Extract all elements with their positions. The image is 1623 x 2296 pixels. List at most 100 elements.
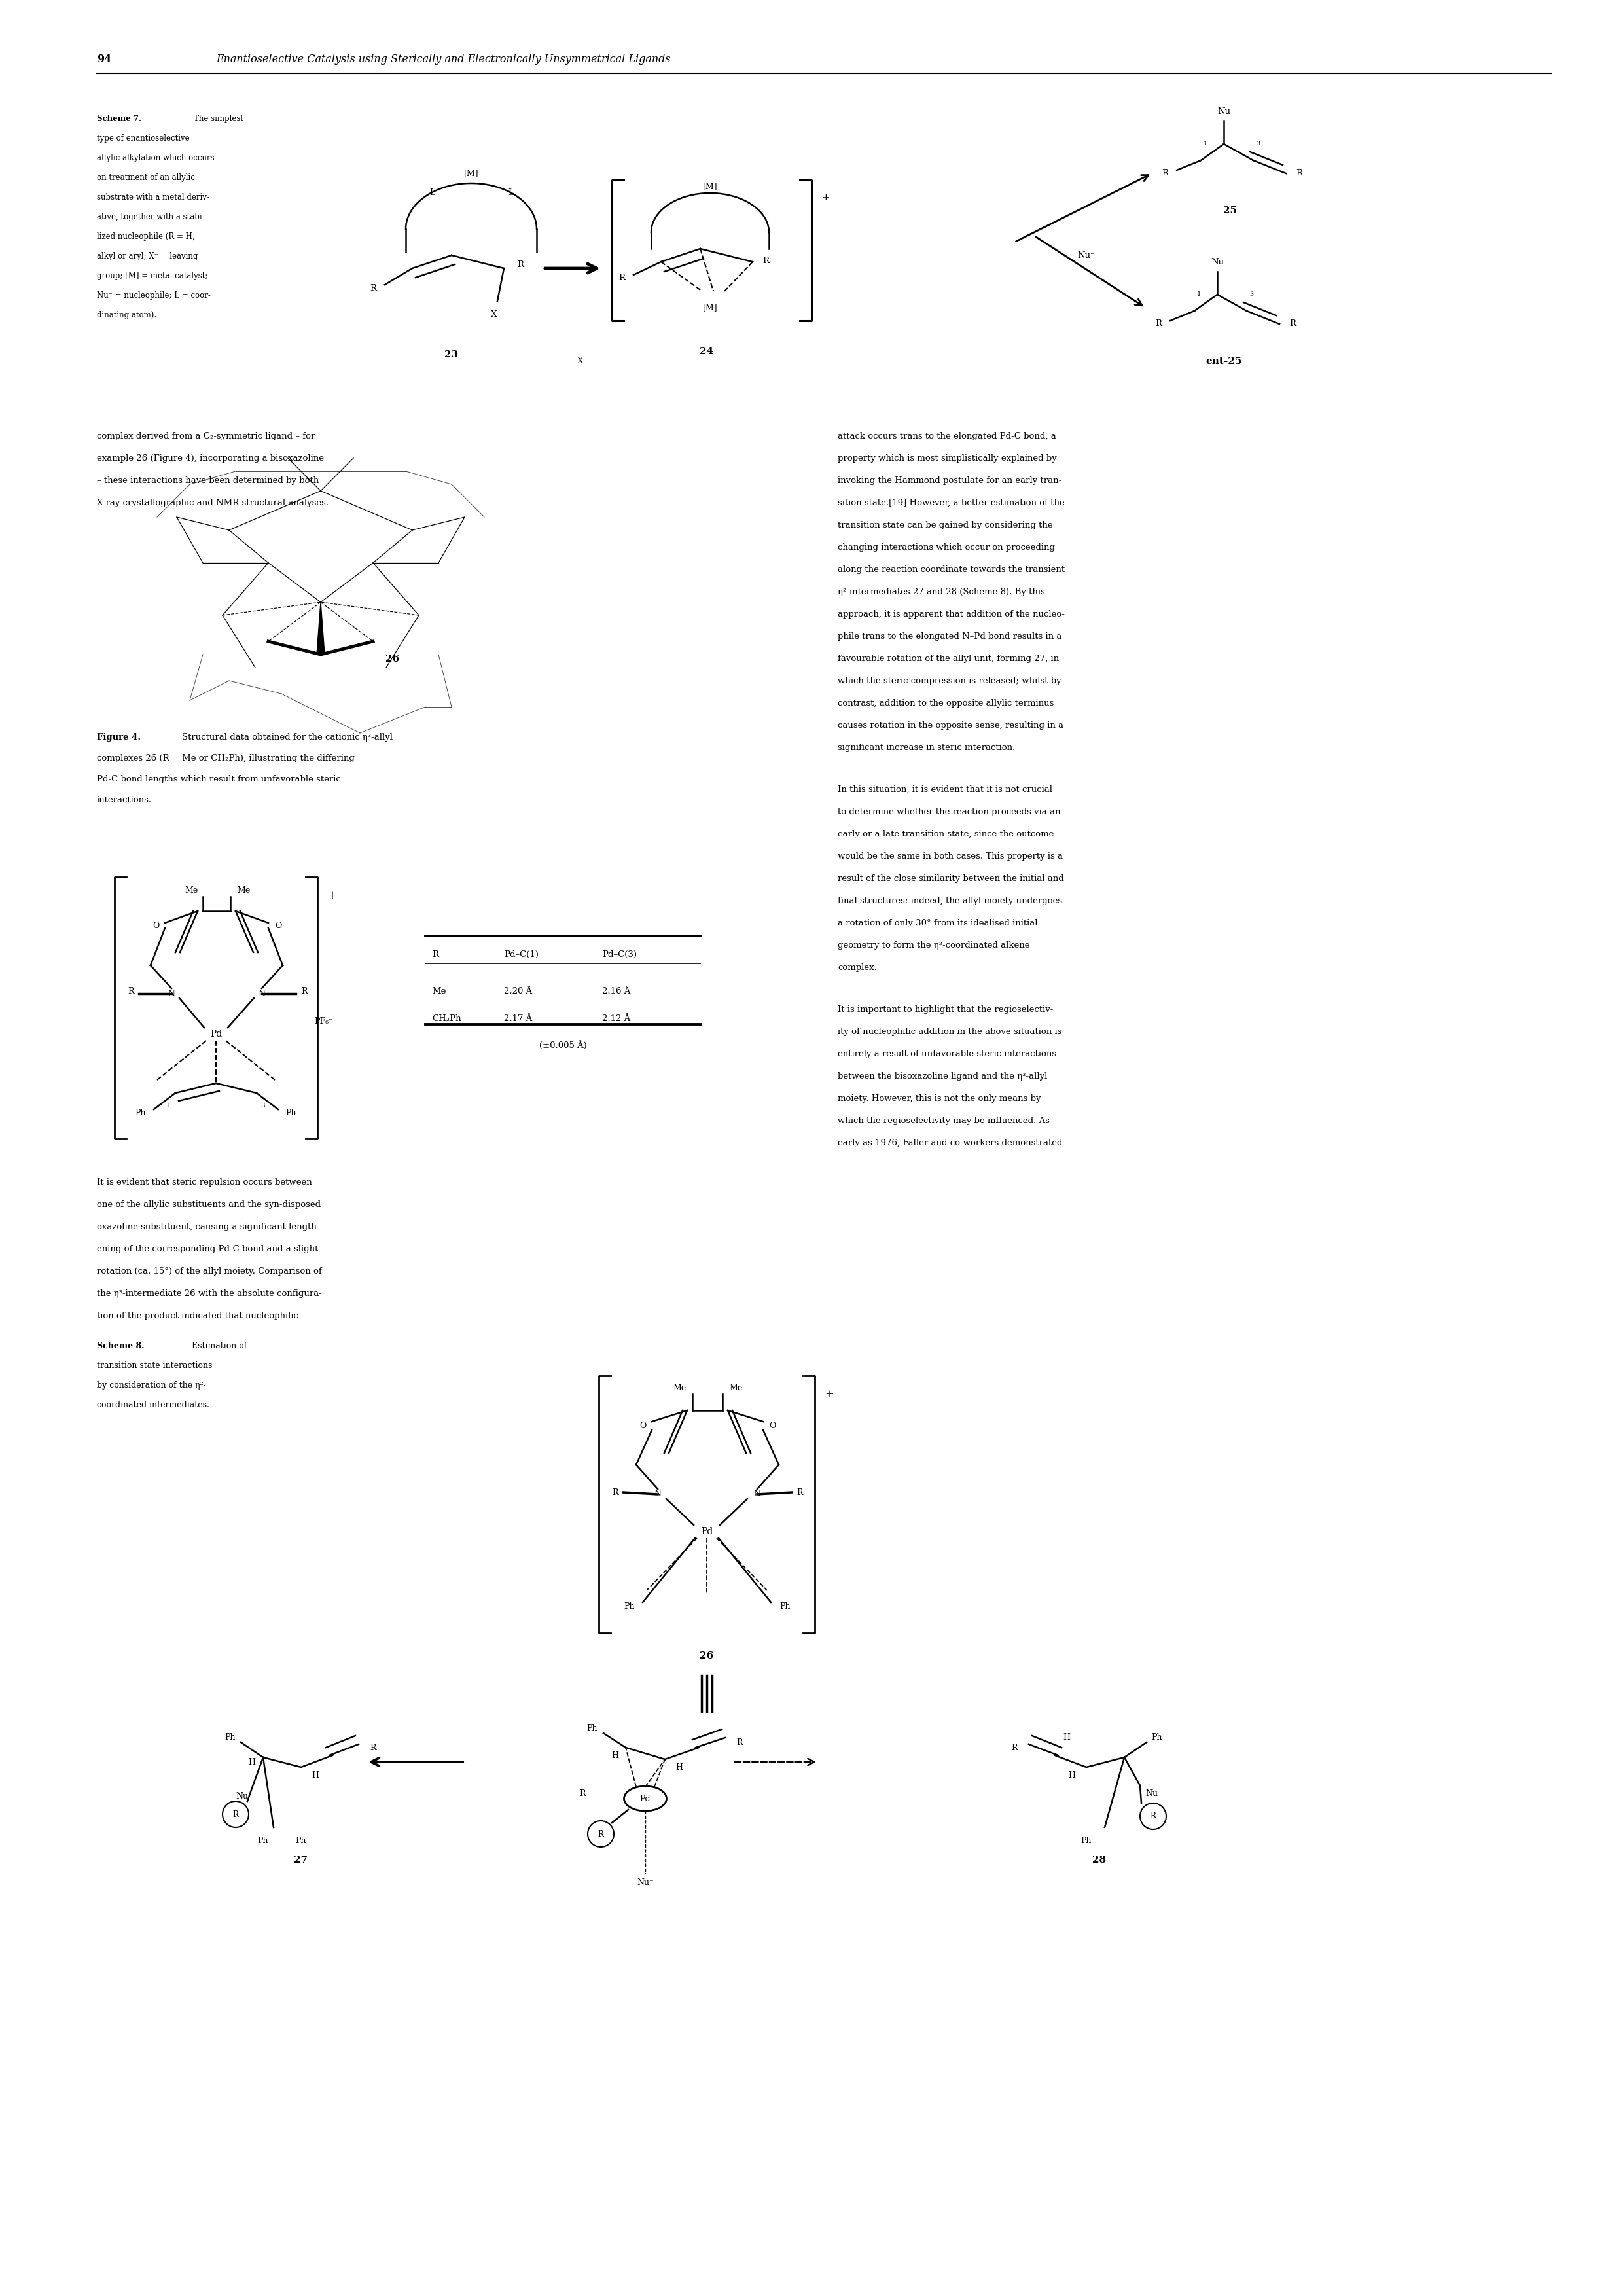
Text: geometry to form the η²-coordinated alkene: geometry to form the η²-coordinated alke… <box>837 941 1029 951</box>
Text: ity of nucleophilic addition in the above situation is: ity of nucleophilic addition in the abov… <box>837 1029 1061 1035</box>
Text: L: L <box>508 188 513 197</box>
Text: Me: Me <box>185 886 198 895</box>
Text: Scheme 7.: Scheme 7. <box>97 115 141 124</box>
Text: Pd: Pd <box>209 1029 222 1038</box>
Text: dinating atom).: dinating atom). <box>97 310 156 319</box>
Text: N: N <box>167 990 175 999</box>
Text: (±0.005 Å): (±0.005 Å) <box>539 1040 586 1049</box>
Text: attack occurs trans to the elongated Pd-C bond, a: attack occurs trans to the elongated Pd-… <box>837 432 1057 441</box>
Text: N: N <box>753 1490 761 1499</box>
Text: between the bisoxazoline ligand and the η³-allyl: between the bisoxazoline ligand and the … <box>837 1072 1047 1081</box>
Text: 26: 26 <box>386 654 399 664</box>
Polygon shape <box>316 602 325 654</box>
Text: Ph: Ph <box>1152 1733 1162 1743</box>
Text: R: R <box>763 257 769 264</box>
Text: In this situation, it is evident that it is not crucial: In this situation, it is evident that it… <box>837 785 1052 794</box>
Text: early or a late transition state, since the outcome: early or a late transition state, since … <box>837 829 1053 838</box>
Text: Ph: Ph <box>781 1603 790 1612</box>
Text: group; [M] = metal catalyst;: group; [M] = metal catalyst; <box>97 271 208 280</box>
Text: Figure 4.: Figure 4. <box>97 732 141 742</box>
Text: 27: 27 <box>294 1855 308 1864</box>
Text: [M]: [M] <box>703 181 717 191</box>
Text: Nu: Nu <box>235 1793 248 1800</box>
Text: allylic alkylation which occurs: allylic alkylation which occurs <box>97 154 214 163</box>
Text: contrast, addition to the opposite allylic terminus: contrast, addition to the opposite allyl… <box>837 698 1053 707</box>
Text: 1: 1 <box>1196 292 1201 298</box>
Text: Scheme 8.: Scheme 8. <box>97 1341 144 1350</box>
Text: PF₆⁻: PF₆⁻ <box>315 1017 333 1026</box>
Text: 3: 3 <box>1250 292 1253 298</box>
Text: 3: 3 <box>1256 140 1259 147</box>
Text: oxazoline substituent, causing a significant length-: oxazoline substituent, causing a signifi… <box>97 1221 320 1231</box>
Text: 23: 23 <box>445 351 458 358</box>
Text: O: O <box>639 1421 646 1430</box>
Text: complex derived from a C₂-symmetric ligand – for: complex derived from a C₂-symmetric liga… <box>97 432 315 441</box>
Text: R: R <box>1011 1743 1018 1752</box>
Text: coordinated intermediates.: coordinated intermediates. <box>97 1401 209 1410</box>
Text: Ph: Ph <box>258 1837 268 1844</box>
Text: R: R <box>1151 1812 1156 1821</box>
Text: R: R <box>518 262 524 269</box>
Text: R: R <box>1289 319 1295 328</box>
Text: Me: Me <box>432 987 446 994</box>
Text: final structures: indeed, the allyl moiety undergoes: final structures: indeed, the allyl moie… <box>837 898 1061 905</box>
Text: X⁻: X⁻ <box>578 356 588 365</box>
Text: +: + <box>328 891 336 902</box>
Text: Nu⁻: Nu⁻ <box>1078 250 1096 259</box>
Text: It is evident that steric repulsion occurs between: It is evident that steric repulsion occu… <box>97 1178 312 1187</box>
Text: 26: 26 <box>700 1651 714 1660</box>
Text: tion of the product indicated that nucleophilic: tion of the product indicated that nucle… <box>97 1311 299 1320</box>
Text: R: R <box>797 1488 803 1497</box>
Text: by consideration of the η²-: by consideration of the η²- <box>97 1380 206 1389</box>
Text: complexes 26 (R = Me or CH₂Ph), illustrating the differing: complexes 26 (R = Me or CH₂Ph), illustra… <box>97 753 354 762</box>
Text: H: H <box>675 1763 683 1773</box>
Text: property which is most simplistically explained by: property which is most simplistically ex… <box>837 455 1057 464</box>
Text: the η³-intermediate 26 with the absolute configura-: the η³-intermediate 26 with the absolute… <box>97 1290 321 1297</box>
Text: Structural data obtained for the cationic η³-allyl: Structural data obtained for the cationi… <box>182 732 393 742</box>
Text: which the regioselectivity may be influenced. As: which the regioselectivity may be influe… <box>837 1116 1050 1125</box>
Text: Pd: Pd <box>639 1793 651 1802</box>
Text: [M]: [M] <box>464 170 479 177</box>
Text: +: + <box>821 193 829 202</box>
Text: Enantioselective Catalysis using Sterically and Electronically Unsymmetrical Lig: Enantioselective Catalysis using Sterica… <box>216 53 670 64</box>
Text: early as 1976, Faller and co-workers demonstrated: early as 1976, Faller and co-workers dem… <box>837 1139 1063 1148</box>
Text: 2.17 Å: 2.17 Å <box>503 1015 532 1022</box>
Text: Nu: Nu <box>1146 1789 1159 1798</box>
Text: H: H <box>248 1759 255 1766</box>
Text: 3: 3 <box>261 1102 265 1109</box>
Text: η²-intermediates 27 and 28 (Scheme 8). By this: η²-intermediates 27 and 28 (Scheme 8). B… <box>837 588 1045 597</box>
Text: invoking the Hammond postulate for an early tran-: invoking the Hammond postulate for an ea… <box>837 478 1061 484</box>
Text: H: H <box>1063 1733 1070 1743</box>
Text: R: R <box>432 951 438 957</box>
Text: R: R <box>1156 319 1162 328</box>
Text: type of enantioselective: type of enantioselective <box>97 133 190 142</box>
Text: Nu: Nu <box>1211 257 1224 266</box>
Text: R: R <box>579 1789 586 1798</box>
Text: R: R <box>1162 170 1169 177</box>
Text: favourable rotation of the allyl unit, forming 27, in: favourable rotation of the allyl unit, f… <box>837 654 1058 664</box>
Text: 1: 1 <box>167 1102 170 1109</box>
Text: [M]: [M] <box>703 303 717 312</box>
Text: R: R <box>618 273 625 282</box>
Text: R: R <box>128 987 135 996</box>
Text: transition state interactions: transition state interactions <box>97 1362 213 1371</box>
Text: Pd-C bond lengths which result from unfavorable steric: Pd-C bond lengths which result from unfa… <box>97 776 341 783</box>
Text: O: O <box>769 1421 776 1430</box>
Text: 2.16 Å: 2.16 Å <box>602 987 630 994</box>
Text: – these interactions have been determined by both: – these interactions have been determine… <box>97 478 318 484</box>
Text: Pd–C(1): Pd–C(1) <box>503 951 539 957</box>
Text: Pd–C(3): Pd–C(3) <box>602 951 636 957</box>
Text: Ph: Ph <box>286 1109 297 1116</box>
Text: Pd: Pd <box>701 1527 712 1536</box>
Text: Ph: Ph <box>1081 1837 1092 1844</box>
Text: entirely a result of unfavorable steric interactions: entirely a result of unfavorable steric … <box>837 1049 1057 1058</box>
Text: ent-25: ent-25 <box>1206 356 1242 365</box>
Text: causes rotation in the opposite sense, resulting in a: causes rotation in the opposite sense, r… <box>837 721 1063 730</box>
Text: phile trans to the elongated N–Pd bond results in a: phile trans to the elongated N–Pd bond r… <box>837 631 1061 641</box>
Text: N: N <box>258 990 266 999</box>
Text: R: R <box>370 1743 377 1752</box>
Text: approach, it is apparent that addition of the nucleo-: approach, it is apparent that addition o… <box>837 611 1065 618</box>
Text: O: O <box>274 923 281 930</box>
Text: Me: Me <box>672 1382 687 1391</box>
Text: H: H <box>1068 1770 1076 1779</box>
